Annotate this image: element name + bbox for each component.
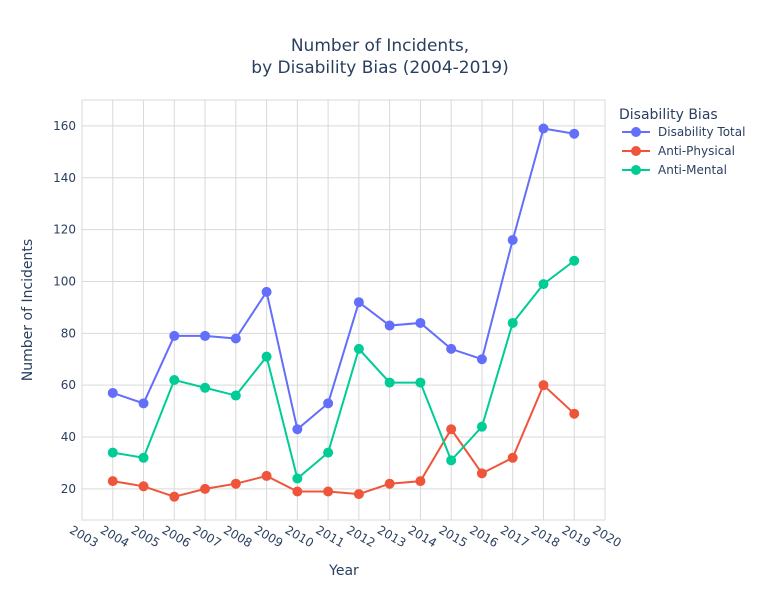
x-tick-label: 2003	[67, 523, 100, 550]
chart-title-line1: Number of Incidents,	[291, 36, 469, 56]
legend-swatch-marker	[631, 165, 641, 175]
series-anti-physical	[107, 380, 580, 502]
data-point	[138, 452, 149, 463]
data-point	[200, 330, 211, 341]
data-point	[446, 455, 457, 466]
data-point	[538, 279, 549, 290]
plot-frame	[81, 99, 606, 521]
data-point	[169, 330, 180, 341]
data-point	[446, 424, 457, 435]
data-point	[107, 447, 118, 458]
y-tick-label: 120	[53, 223, 76, 237]
y-tick-label: 160	[53, 119, 76, 133]
data-point	[476, 468, 487, 479]
x-axis-title: Year	[328, 563, 359, 579]
y-tick-label: 80	[61, 326, 76, 340]
data-point	[138, 398, 149, 409]
y-tick-label: 20	[61, 482, 76, 496]
legend-item[interactable]: Anti-Mental	[622, 163, 727, 177]
data-point	[261, 470, 272, 481]
data-point	[230, 333, 241, 344]
data-point	[230, 390, 241, 401]
legend: Disability Bias Disability Total Anti-Phy…	[619, 107, 745, 177]
legend-label: Anti-Mental	[658, 163, 727, 177]
data-point	[415, 317, 426, 328]
x-tick-label: 2007	[190, 523, 223, 550]
y-tick-label: 60	[61, 378, 76, 392]
data-point	[507, 317, 518, 328]
data-point	[138, 481, 149, 492]
x-tick-label: 2017	[498, 523, 531, 550]
data-point	[200, 483, 211, 494]
data-point	[476, 354, 487, 365]
data-point	[169, 375, 180, 385]
data-point	[353, 343, 364, 354]
data-point	[323, 447, 334, 458]
data-point	[169, 491, 180, 502]
legend-swatch-marker	[631, 127, 641, 137]
data-point	[292, 473, 303, 484]
legend-title: Disability Bias	[619, 107, 718, 123]
data-point	[107, 387, 118, 398]
y-tick-label: 100	[53, 274, 76, 288]
series-line	[112, 127, 575, 432]
data-point	[384, 478, 395, 489]
data-point	[353, 297, 364, 308]
data-point	[569, 408, 580, 419]
data-point	[107, 476, 118, 487]
data-point	[507, 235, 518, 245]
chart-title-line2: by Disability Bias (2004-2019)	[251, 58, 508, 78]
legend-label: Disability Total	[658, 125, 745, 139]
data-point	[353, 489, 364, 500]
data-point	[323, 398, 334, 409]
legend-swatch-marker	[631, 146, 641, 156]
x-tick-label: 2012	[344, 523, 377, 550]
data-point	[415, 476, 426, 487]
data-point	[261, 351, 272, 362]
y-tick-label: 140	[53, 171, 76, 185]
series-disability-total	[107, 123, 580, 435]
x-tick-label: 2006	[160, 523, 193, 550]
data-point	[507, 452, 518, 463]
data-point	[292, 424, 303, 435]
series-line	[112, 383, 575, 498]
data-point	[323, 486, 334, 497]
x-tick-label: 2014	[406, 523, 439, 550]
x-tick-label: 2009	[252, 523, 285, 550]
data-point	[538, 380, 549, 391]
gridlines	[81, 100, 606, 520]
data-point	[200, 382, 211, 393]
data-point	[446, 343, 457, 354]
legend-item[interactable]: Disability Total	[622, 125, 745, 139]
series-anti-mental	[107, 255, 580, 484]
data-point	[384, 320, 395, 331]
x-tick-label: 2008	[221, 523, 254, 550]
x-tick-label: 2010	[283, 523, 316, 550]
data-point	[415, 377, 426, 388]
data-point	[292, 486, 303, 497]
y-tick-label: 40	[61, 430, 76, 444]
series-layer	[107, 123, 580, 502]
data-point	[384, 377, 395, 388]
legend-item[interactable]: Anti-Physical	[622, 144, 735, 158]
x-tick-label: 2004	[98, 523, 131, 550]
data-point	[538, 123, 549, 134]
x-tick-label: 2020	[590, 523, 623, 550]
x-tick-label: 2013	[375, 523, 408, 550]
x-tick-label: 2016	[467, 523, 500, 550]
y-axis-title: Number of Incidents	[20, 239, 36, 381]
data-point	[230, 478, 241, 489]
x-tick-label: 2018	[529, 523, 562, 550]
x-tick-label: 2005	[129, 523, 162, 550]
data-point	[569, 255, 580, 266]
data-point	[476, 421, 487, 432]
series-line	[112, 259, 575, 481]
data-point	[569, 128, 580, 139]
legend-label: Anti-Physical	[658, 144, 735, 158]
data-point	[261, 286, 272, 297]
x-tick-label: 2015	[436, 523, 469, 550]
x-tick-label: 2011	[313, 523, 346, 550]
x-tick-label: 2019	[560, 523, 593, 550]
